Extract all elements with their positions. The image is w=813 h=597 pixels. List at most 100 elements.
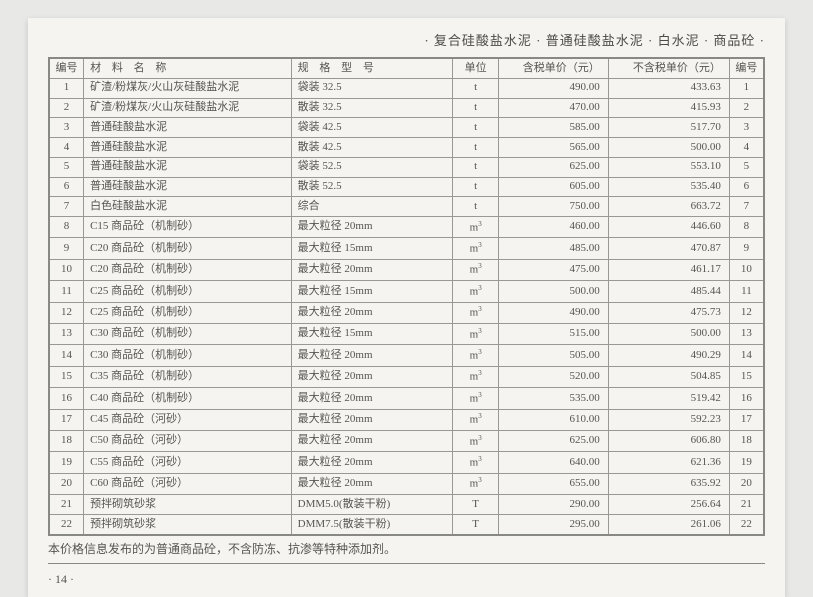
- table-row: 13C30 商品砼（机制砂）最大粒径 15mmm3515.00500.0013: [49, 324, 764, 345]
- cell-index2: 7: [729, 197, 764, 217]
- cell-price-tax: 290.00: [499, 495, 609, 515]
- cell-index: 19: [49, 452, 84, 473]
- table-row: 12C25 商品砼（机制砂）最大粒径 20mmm3490.00475.7312: [49, 302, 764, 323]
- cell-spec: 最大粒径 20mm: [291, 345, 452, 366]
- cell-spec: 最大粒径 15mm: [291, 324, 452, 345]
- cell-index: 3: [49, 118, 84, 138]
- cell-index: 9: [49, 238, 84, 259]
- cell-spec: 最大粒径 20mm: [291, 302, 452, 323]
- cell-name: C20 商品砼（机制砂）: [84, 238, 292, 259]
- cell-index2: 1: [729, 78, 764, 98]
- cell-index: 13: [49, 324, 84, 345]
- cell-index2: 18: [729, 431, 764, 452]
- table-row: 1矿渣/粉煤灰/火山灰硅酸盐水泥袋装 32.5t490.00433.631: [49, 78, 764, 98]
- cell-index2: 13: [729, 324, 764, 345]
- cell-name: 矿渣/粉煤灰/火山灰硅酸盐水泥: [84, 78, 292, 98]
- cell-unit: m3: [453, 473, 499, 494]
- cell-index2: 2: [729, 98, 764, 118]
- cell-price-notax: 635.92: [608, 473, 729, 494]
- cell-price-tax: 520.00: [499, 366, 609, 387]
- cell-index2: 15: [729, 366, 764, 387]
- cell-name: C60 商品砼（河砂）: [84, 473, 292, 494]
- cell-index: 4: [49, 138, 84, 158]
- cell-index2: 8: [729, 217, 764, 238]
- cell-name: 普通硅酸盐水泥: [84, 177, 292, 197]
- cell-unit: t: [453, 98, 499, 118]
- cell-spec: 最大粒径 20mm: [291, 452, 452, 473]
- cell-price-tax: 515.00: [499, 324, 609, 345]
- cell-index: 14: [49, 345, 84, 366]
- cell-name: C25 商品砼（机制砂）: [84, 281, 292, 302]
- cell-spec: 散装 32.5: [291, 98, 452, 118]
- cell-index2: 9: [729, 238, 764, 259]
- cell-name: C35 商品砼（机制砂）: [84, 366, 292, 387]
- cell-price-notax: 475.73: [608, 302, 729, 323]
- table-row: 5普通硅酸盐水泥袋装 52.5t625.00553.105: [49, 157, 764, 177]
- cell-name: 预拌砌筑砂浆: [84, 495, 292, 515]
- cell-unit: t: [453, 157, 499, 177]
- cell-name: C30 商品砼（机制砂）: [84, 345, 292, 366]
- cell-price-tax: 565.00: [499, 138, 609, 158]
- cell-index: 17: [49, 409, 84, 430]
- cell-price-notax: 261.06: [608, 515, 729, 535]
- col-index: 编号: [49, 58, 84, 78]
- cell-index: 12: [49, 302, 84, 323]
- cell-price-notax: 470.87: [608, 238, 729, 259]
- cell-price-tax: 640.00: [499, 452, 609, 473]
- cell-index: 21: [49, 495, 84, 515]
- table-row: 22预拌砌筑砂浆DMM7.5(散装干粉)T295.00261.0622: [49, 515, 764, 535]
- cell-unit: T: [453, 495, 499, 515]
- table-header: 编号 材 料 名 称 规 格 型 号 单位 含税单价（元） 不含税单价（元） 编…: [49, 58, 764, 78]
- cell-price-notax: 500.00: [608, 324, 729, 345]
- cell-unit: t: [453, 197, 499, 217]
- page-number: · 14 ·: [48, 572, 765, 587]
- cell-spec: 最大粒径 15mm: [291, 238, 452, 259]
- cell-index2: 17: [729, 409, 764, 430]
- table-row: 7白色硅酸盐水泥综合t750.00663.727: [49, 197, 764, 217]
- cell-price-tax: 505.00: [499, 345, 609, 366]
- cell-unit: m3: [453, 238, 499, 259]
- footer-note: 本价格信息发布的为普通商品砼，不含防冻、抗渗等特种添加剂。: [48, 540, 765, 564]
- cell-spec: 散装 42.5: [291, 138, 452, 158]
- cell-name: C25 商品砼（机制砂）: [84, 302, 292, 323]
- cell-price-notax: 490.29: [608, 345, 729, 366]
- col-price-tax: 含税单价（元）: [499, 58, 609, 78]
- table-row: 11C25 商品砼（机制砂）最大粒径 15mmm3500.00485.4411: [49, 281, 764, 302]
- cell-index: 22: [49, 515, 84, 535]
- cell-index2: 5: [729, 157, 764, 177]
- cell-index2: 11: [729, 281, 764, 302]
- cell-price-tax: 490.00: [499, 302, 609, 323]
- cell-price-tax: 490.00: [499, 78, 609, 98]
- cell-unit: m3: [453, 388, 499, 409]
- cell-name: C55 商品砼（河砂）: [84, 452, 292, 473]
- table-row: 3普通硅酸盐水泥袋装 42.5t585.00517.703: [49, 118, 764, 138]
- cell-index2: 19: [729, 452, 764, 473]
- cell-index2: 20: [729, 473, 764, 494]
- table-row: 20C60 商品砼（河砂）最大粒径 20mmm3655.00635.9220: [49, 473, 764, 494]
- cell-price-notax: 446.60: [608, 217, 729, 238]
- cell-index: 1: [49, 78, 84, 98]
- cell-index2: 4: [729, 138, 764, 158]
- cell-price-notax: 461.17: [608, 259, 729, 280]
- price-table: 编号 材 料 名 称 规 格 型 号 单位 含税单价（元） 不含税单价（元） 编…: [48, 57, 765, 536]
- cell-price-tax: 485.00: [499, 238, 609, 259]
- col-price-notax: 不含税单价（元）: [608, 58, 729, 78]
- cell-unit: m3: [453, 431, 499, 452]
- cell-price-tax: 475.00: [499, 259, 609, 280]
- col-unit: 单位: [453, 58, 499, 78]
- cell-index2: 16: [729, 388, 764, 409]
- cell-name: 普通硅酸盐水泥: [84, 138, 292, 158]
- cell-price-tax: 655.00: [499, 473, 609, 494]
- cell-name: 预拌砌筑砂浆: [84, 515, 292, 535]
- cell-price-notax: 256.64: [608, 495, 729, 515]
- cell-price-notax: 433.63: [608, 78, 729, 98]
- page-container: · 复合硅酸盐水泥 · 普通硅酸盐水泥 · 白水泥 · 商品砼 · 编号 材 料…: [28, 18, 785, 597]
- cell-index: 8: [49, 217, 84, 238]
- col-index2: 编号: [729, 58, 764, 78]
- table-row: 21预拌砌筑砂浆DMM5.0(散装干粉)T290.00256.6421: [49, 495, 764, 515]
- table-row: 15C35 商品砼（机制砂）最大粒径 20mmm3520.00504.8515: [49, 366, 764, 387]
- table-row: 9C20 商品砼（机制砂）最大粒径 15mmm3485.00470.879: [49, 238, 764, 259]
- cell-price-notax: 663.72: [608, 197, 729, 217]
- cell-price-notax: 415.93: [608, 98, 729, 118]
- table-row: 14C30 商品砼（机制砂）最大粒径 20mmm3505.00490.2914: [49, 345, 764, 366]
